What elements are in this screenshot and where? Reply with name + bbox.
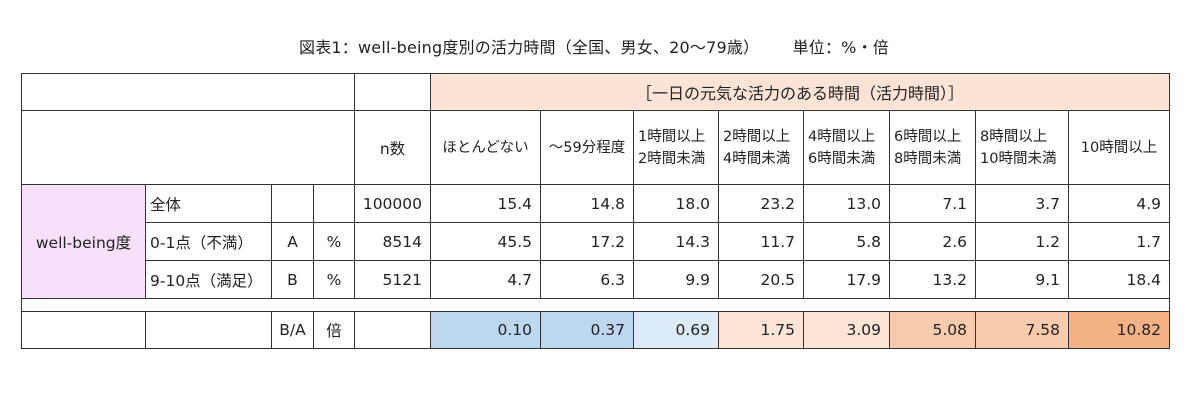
ratio-cell: 0.69 [633,311,719,349]
cell: 13.0 [803,184,890,223]
cell: 18.0 [633,184,719,223]
col-header-4: 4時間以上 6時間未満 [803,110,890,185]
row-code: B [271,260,314,299]
ratio-cell: 0.10 [430,311,541,349]
row-unit: % [313,222,355,261]
row-code: A [271,222,314,261]
cell: 9.1 [975,260,1069,299]
col-header-0: ほとんどない [430,110,541,185]
table-row: well-being度 全体 100000 15.4 14.8 18.0 23.… [21,184,1171,299]
table-row: 0-1点（不満） A % 8514 45.5 17.2 14.3 11.7 5.… [22,222,1171,261]
cell: 7.1 [889,184,976,223]
ratio-cell: 10.82 [1067,311,1171,349]
cell: 14.3 [633,222,719,261]
corner-cell [21,110,355,185]
cell: 3.7 [975,184,1069,223]
activity-time-table: ［一日の元気な活力のある時間（活力時間）］ n数 ほとんどない ～59分程度 1… [20,73,1171,349]
col-header-3: 2時間以上 4時間未満 [718,110,804,185]
cell: 5.8 [803,222,890,261]
corner-cell-top [21,73,355,111]
row-unit: % [313,260,355,299]
cell: 2.6 [889,222,976,261]
col-header-2: 1時間以上 2時間未満 [633,110,719,185]
figure-title: 図表1：well-being度別の活力時間（全国、男女、20～79歳） 単位：%… [0,34,1188,58]
title-main: 図表1：well-being度別の活力時間（全国、男女、20～79歳） [299,38,760,57]
cell: 4.9 [1067,184,1171,223]
ratio-code: B/A [271,311,314,349]
cell: 23.2 [718,184,804,223]
cell: 11.7 [718,222,804,261]
spacer-row [20,298,1171,312]
cell: 1.2 [975,222,1069,261]
cell: 9.9 [633,260,719,299]
col-header-5: 6時間以上 8時間未満 [889,110,976,185]
row-label: 9-10点（満足） [145,260,272,299]
n-header: n数 [354,110,431,185]
row-label: 0-1点（不満） [145,222,272,261]
ratio-blank [21,311,146,349]
group-label-wellbeing: well-being度 [21,184,146,299]
ratio-n-blank [354,311,431,349]
row-n: 8514 [354,222,431,261]
col-header-7: 10時間以上 [1067,110,1171,185]
cell: 18.4 [1067,260,1171,299]
cell: 17.9 [803,260,890,299]
ratio-unit: 倍 [313,311,355,349]
col-header-6: 8時間以上 10時間未満 [975,110,1069,185]
cell: 6.3 [540,260,634,299]
cell: 20.5 [718,260,804,299]
cell: 15.4 [430,184,541,223]
cell: 14.8 [540,184,634,223]
ratio-cell: 5.08 [889,311,976,349]
cell: 13.2 [889,260,976,299]
row-code [271,184,314,223]
row-n: 5121 [354,260,431,299]
row-unit [313,184,355,223]
ratio-cell: 0.37 [540,311,634,349]
title-unit: 単位：%・倍 [792,38,889,57]
n-header-top [354,73,431,111]
cell: 1.7 [1067,222,1171,261]
col-header-1: ～59分程度 [540,110,634,185]
ratio-cell: 7.58 [975,311,1069,349]
spacer-cell [20,298,1171,312]
ratio-cell: 3.09 [803,311,890,349]
cell: 4.7 [430,260,541,299]
ratio-cell: 1.75 [718,311,804,349]
table-row: 9-10点（満足） B % 5121 4.7 6.3 9.9 20.5 17.9… [22,260,1171,299]
row-label: 全体 [145,184,272,223]
ratio-row: B/A 倍 0.10 0.37 0.69 1.75 3.09 5.08 7.58… [21,311,1171,349]
ratio-blank [145,311,272,349]
row-n: 100000 [354,184,431,223]
cell: 17.2 [540,222,634,261]
activity-time-band: ［一日の元気な活力のある時間（活力時間）］ [429,73,1171,111]
cell: 45.5 [430,222,541,261]
